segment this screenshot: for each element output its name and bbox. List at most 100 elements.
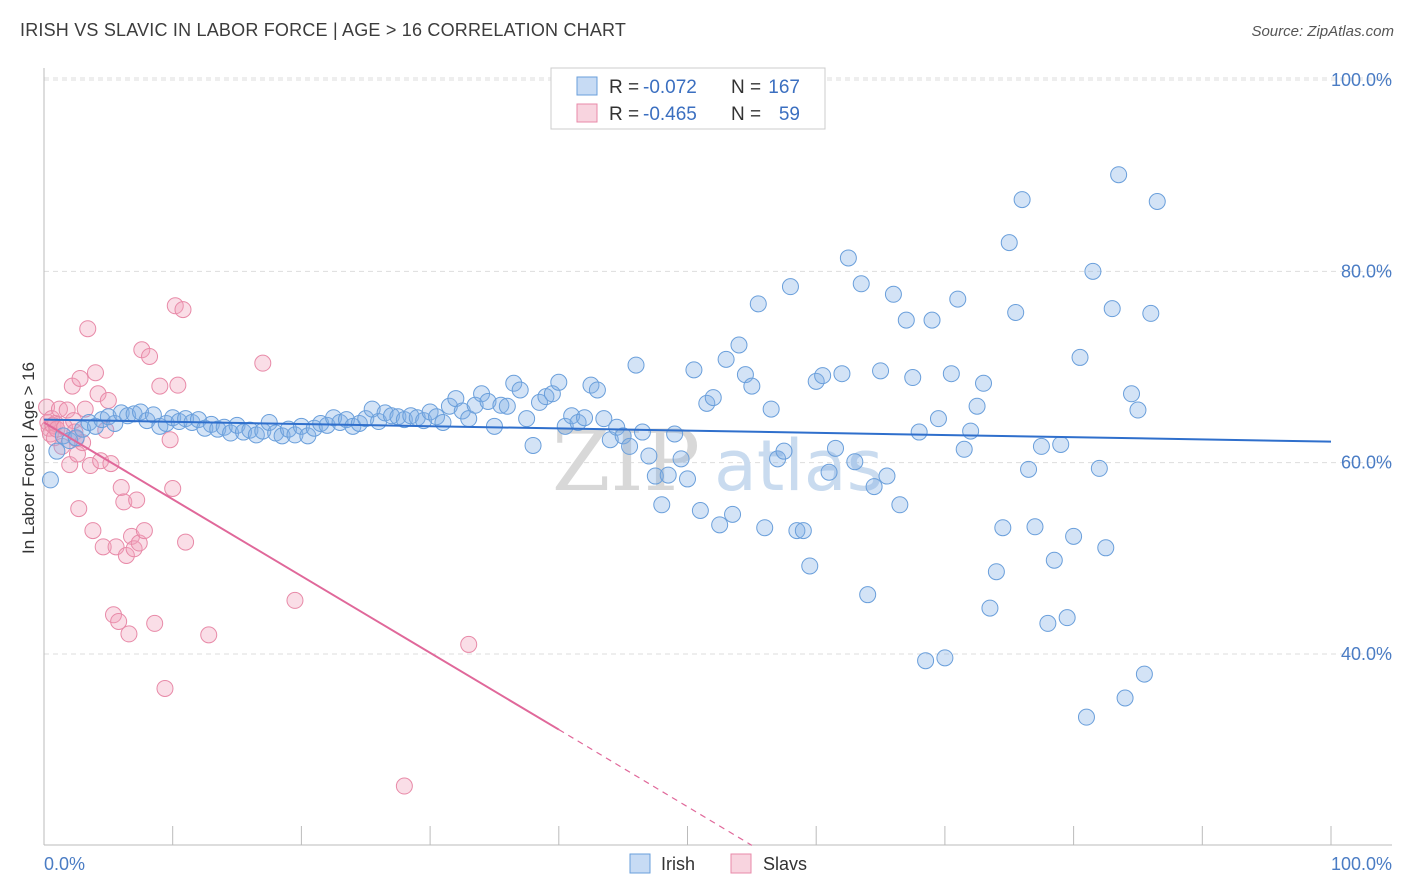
slavs-point: [71, 369, 89, 387]
legend-r-label-slavs: R =: [609, 104, 639, 125]
slavs-point: [200, 626, 218, 644]
irish-point: [1097, 539, 1115, 557]
irish-point: [942, 365, 960, 383]
slavs-trend-line-extension: [558, 729, 753, 846]
irish-point: [775, 442, 793, 460]
slavs-point: [395, 777, 413, 795]
irish-point: [627, 356, 645, 374]
irish-point: [1058, 609, 1076, 627]
slavs-point: [151, 377, 169, 395]
irish-point: [505, 374, 523, 392]
irish-point: [530, 393, 548, 411]
irish-point: [756, 519, 774, 537]
trend-lines: [43, 418, 1332, 846]
irish-point: [852, 275, 870, 293]
irish-point: [119, 407, 137, 425]
slavs-point: [174, 301, 192, 319]
bottom-legend-swatch-slavs: [730, 853, 752, 874]
slavs-point: [161, 431, 179, 449]
irish-point: [801, 557, 819, 575]
irish-point: [968, 397, 986, 415]
irish-point: [917, 652, 935, 670]
y-tick-label: 80.0%: [1341, 261, 1392, 281]
irish-point: [588, 381, 606, 399]
irish-point: [633, 423, 651, 441]
irish-point: [209, 420, 227, 438]
irish-point: [357, 410, 375, 428]
slavs-point: [115, 493, 133, 511]
irish-point: [595, 410, 613, 428]
slavs-point: [156, 679, 174, 697]
irish-point: [807, 372, 825, 390]
slavs-point: [79, 320, 97, 338]
irish-point: [621, 437, 639, 455]
irish-point: [872, 362, 890, 380]
slavs-point: [141, 347, 159, 365]
irish-point: [1052, 435, 1070, 453]
slavs-point: [164, 479, 182, 497]
irish-point: [1000, 234, 1018, 252]
irish-trend-line: [43, 418, 1332, 443]
irish-point: [1103, 300, 1121, 318]
irish-point: [878, 467, 896, 485]
slavs-point: [97, 421, 115, 439]
slavs-point: [112, 479, 130, 497]
irish-point: [1032, 437, 1050, 455]
irish-point: [86, 417, 104, 435]
legend-n-value-slavs: 59: [779, 104, 800, 125]
bottom-legend-swatch-irish: [629, 853, 651, 874]
irish-point: [1084, 262, 1102, 280]
irish-point: [608, 418, 626, 436]
y-tick-label: 100.0%: [1331, 70, 1392, 90]
slavs-point: [128, 491, 146, 509]
source-label: Source: ZipAtlas.com: [1251, 23, 1394, 40]
y-tick-label: 60.0%: [1341, 453, 1392, 473]
irish-point: [337, 411, 355, 429]
legend-r-label-irish: R =: [609, 77, 639, 98]
irish-point: [679, 470, 696, 488]
irish-point: [189, 411, 207, 429]
irish-point: [897, 311, 915, 329]
irish-point: [1116, 689, 1134, 707]
irish-point: [762, 400, 780, 418]
slavs-point: [70, 500, 88, 518]
slavs-point: [460, 635, 478, 653]
slavs-point: [76, 400, 94, 418]
slavs-point: [81, 457, 99, 475]
irish-point: [280, 420, 298, 438]
irish-point: [827, 439, 845, 457]
legend-swatch-irish: [576, 76, 598, 96]
slavs-point: [99, 391, 117, 409]
irish-point: [865, 478, 883, 496]
y-tick-label: 40.0%: [1341, 644, 1392, 664]
irish-point: [711, 516, 729, 534]
irish-point: [981, 599, 999, 617]
irish-point: [48, 442, 66, 460]
irish-point: [936, 649, 954, 667]
irish-point: [846, 453, 864, 471]
irish-point: [1135, 665, 1153, 683]
irish-points: [41, 166, 1166, 726]
irish-point: [556, 417, 574, 435]
x-tick-label-max: 100.0%: [1331, 854, 1392, 874]
irish-point: [1142, 304, 1160, 322]
irish-point: [640, 447, 658, 465]
x-tick-label-min: 0.0%: [44, 854, 85, 874]
irish-point: [273, 427, 291, 445]
irish-point: [286, 426, 304, 444]
irish-point: [1013, 191, 1031, 209]
irish-point: [1026, 518, 1044, 536]
irish-point: [1090, 459, 1108, 477]
slavs-point: [166, 297, 184, 315]
irish-point: [498, 397, 516, 415]
slavs-point: [177, 533, 195, 551]
slavs-point: [58, 401, 76, 419]
slavs-point: [254, 354, 272, 372]
slavs-point: [110, 612, 128, 630]
irish-point: [929, 410, 947, 428]
irish-point: [839, 249, 857, 267]
irish-point: [550, 373, 568, 391]
irish-point: [962, 422, 980, 440]
irish-point: [228, 416, 246, 434]
